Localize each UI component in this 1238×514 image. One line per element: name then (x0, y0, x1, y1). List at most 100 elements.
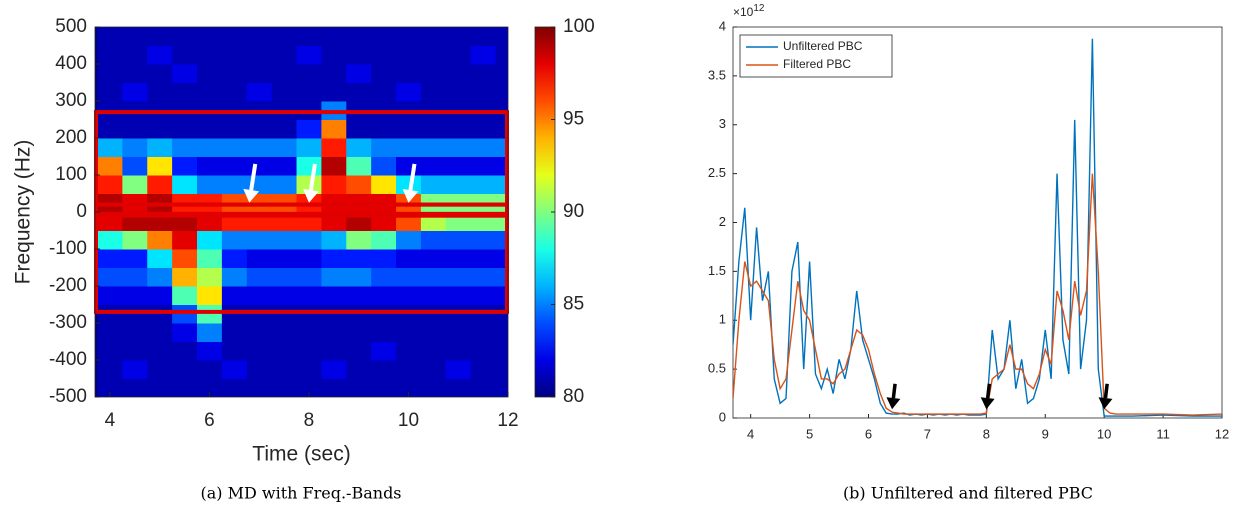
heatmap-cell (271, 341, 298, 361)
heatmap-cell (346, 360, 372, 379)
heatmap-cell (221, 378, 248, 397)
heatmap-cell (321, 119, 347, 139)
multiplier-base: ×10 (733, 5, 754, 19)
heatmap-cell (271, 360, 298, 379)
heatmap-cell (371, 27, 397, 46)
heatmap-cell (197, 156, 223, 176)
heatmap-cell (97, 230, 123, 250)
heatmap-cell (371, 119, 397, 139)
heatmap-cell (470, 156, 497, 176)
heatmap-cell (445, 230, 472, 250)
heatmap-cell (346, 378, 372, 397)
heatmap-cell (470, 82, 497, 102)
heatmap-cell (346, 64, 372, 83)
heatmap-cell (470, 175, 497, 194)
heatmap-cell (172, 45, 198, 65)
heatmap-cell (246, 249, 273, 268)
heatmap-cell (445, 119, 472, 139)
heatmap-cell (172, 304, 198, 324)
heatmap-cell (97, 156, 123, 176)
heatmap-cell (321, 27, 347, 46)
heatmap-cell (296, 230, 322, 250)
y-axis-label: Frequency (Hz) (12, 140, 35, 285)
heatmap-cell (346, 27, 372, 46)
caption: (b) Unfiltered and filtered PBC (843, 484, 1093, 503)
freq-band (94, 213, 509, 314)
heatmap-cell (371, 138, 397, 157)
heatmap-cell (147, 175, 173, 194)
heatmap-cell (97, 360, 123, 379)
arrow (402, 163, 419, 203)
heatmap-cell (271, 323, 298, 342)
heatmap-cell (122, 230, 148, 250)
heatmap-cell (371, 360, 397, 379)
heatmap-cell (221, 119, 248, 139)
heatmap-cell (495, 323, 508, 342)
heatmap-cell (346, 230, 372, 250)
heatmap-cell (172, 64, 198, 83)
heatmap-cell (122, 267, 148, 287)
heatmap-cell (246, 230, 273, 250)
heatmap-cell (296, 267, 322, 287)
heatmap-cell (396, 249, 422, 268)
heatmap-cell (470, 138, 497, 157)
heatmap-cell (296, 45, 322, 65)
heatmap-cell (122, 64, 148, 83)
x-tick-label: 10 (398, 410, 419, 431)
y-tick-label: 300 (55, 90, 87, 111)
heatmap-cell (445, 249, 472, 268)
heatmap-cell (246, 119, 273, 139)
heatmap-cell (396, 27, 422, 46)
heatmap-cell (172, 175, 198, 194)
heatmap-cell (296, 304, 322, 324)
heatmap-cell (470, 360, 497, 379)
colorbar-tick-label: 95 (563, 109, 584, 130)
heatmap-cell (221, 249, 248, 268)
heatmap-cell (97, 64, 123, 83)
heatmap-cell (296, 286, 322, 305)
heatmap-cell (321, 360, 347, 379)
heatmap-cell (396, 286, 422, 305)
y-tick-label: 3.5 (708, 67, 726, 82)
heatmap-cell (321, 323, 347, 342)
y-tick-label: 2.5 (708, 165, 726, 180)
heatmap-cell (221, 156, 248, 176)
heatmap-cell (470, 230, 497, 250)
x-tick-label: 12 (497, 410, 518, 431)
x-tick-label: 10 (1097, 426, 1111, 441)
x-tick-label: 6 (204, 410, 215, 431)
heatmap-cell (321, 286, 347, 305)
heatmap-cell (470, 341, 497, 361)
heatmap-cell (321, 267, 347, 287)
heatmap-cell (271, 304, 298, 324)
heatmap-cell (396, 64, 422, 83)
heatmap-cell (371, 286, 397, 305)
arrow-head (243, 188, 260, 203)
multiplier-exponent: 12 (753, 3, 765, 14)
heatmap-cell (197, 138, 223, 157)
heatmap-cell (221, 304, 248, 324)
heatmap-cell (97, 45, 123, 65)
heatmap-cell (221, 175, 248, 194)
heatmap-cell (197, 64, 223, 83)
heatmap-cell (122, 156, 148, 176)
heatmap-cell (147, 82, 173, 102)
heatmap-cell (346, 323, 372, 342)
heatmap-cell (271, 119, 298, 139)
arrow (1098, 383, 1113, 410)
heatmap-cell (396, 156, 422, 176)
heatmap-cell (495, 156, 508, 176)
heatmap-cell (221, 27, 248, 46)
heatmap-cell (147, 45, 173, 65)
heatmap-cell (197, 304, 223, 324)
heatmap-cell (470, 249, 497, 268)
heatmap-cell (346, 267, 372, 287)
heatmap-cell (495, 175, 508, 194)
heatmap-cell (445, 360, 472, 379)
heatmap-cell (420, 230, 447, 250)
heatmap-cell (445, 64, 472, 83)
heatmap-cell (197, 27, 223, 46)
arrow-shaft (408, 163, 417, 191)
heatmap-cell (396, 360, 422, 379)
heatmap-cell (246, 156, 273, 176)
